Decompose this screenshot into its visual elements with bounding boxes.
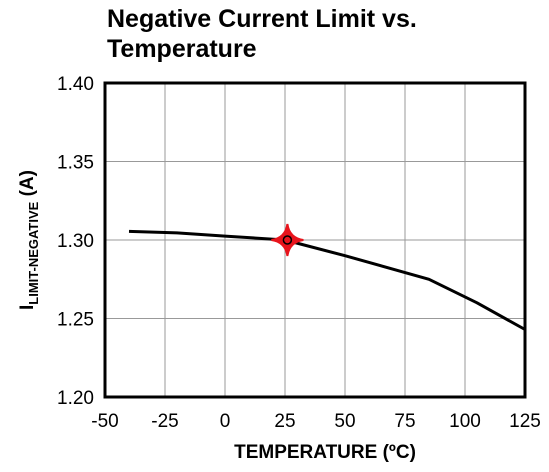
y-tick-label: 1.30 (57, 231, 94, 252)
y-tick-labels: 1.20 1.25 1.30 1.35 1.40 (57, 74, 94, 409)
x-tick-label: 125 (509, 411, 541, 432)
y-tick-label: 1.20 (57, 388, 94, 409)
y-axis-label-sub: LIMIT-NEGATIVE (26, 201, 41, 304)
x-tick-labels: -50 -25 0 25 50 75 100 125 (91, 411, 541, 432)
y-axis-label-unit: (A) (17, 170, 38, 202)
x-tick-label: 50 (334, 411, 355, 432)
chart-title-line1: Negative Current Limit vs. (107, 5, 417, 33)
chart-title-line2: Temperature (107, 35, 257, 63)
y-tick-label: 1.35 (57, 153, 94, 174)
x-tick-label: -50 (91, 411, 118, 432)
y-tick-label: 1.25 (57, 310, 94, 331)
reference-marker (271, 223, 304, 257)
x-tick-label: -25 (151, 411, 178, 432)
gridlines (105, 83, 525, 397)
reference-point-dot (282, 235, 293, 245)
x-tick-label: 25 (274, 411, 295, 432)
y-tick-label: 1.40 (57, 74, 94, 95)
plot-frame (103, 81, 527, 399)
x-tick-label: 0 (220, 411, 231, 432)
y-axis-label-main: I (17, 305, 38, 310)
x-tick-label: 100 (449, 411, 481, 432)
x-axis-label: TEMPERATURE (ºC) (234, 442, 416, 463)
series-layer (128, 229, 526, 331)
series-line (128, 229, 526, 331)
y-axis-label: ILIMIT-NEGATIVE (A) (17, 170, 41, 310)
x-tick-label: 75 (394, 411, 415, 432)
